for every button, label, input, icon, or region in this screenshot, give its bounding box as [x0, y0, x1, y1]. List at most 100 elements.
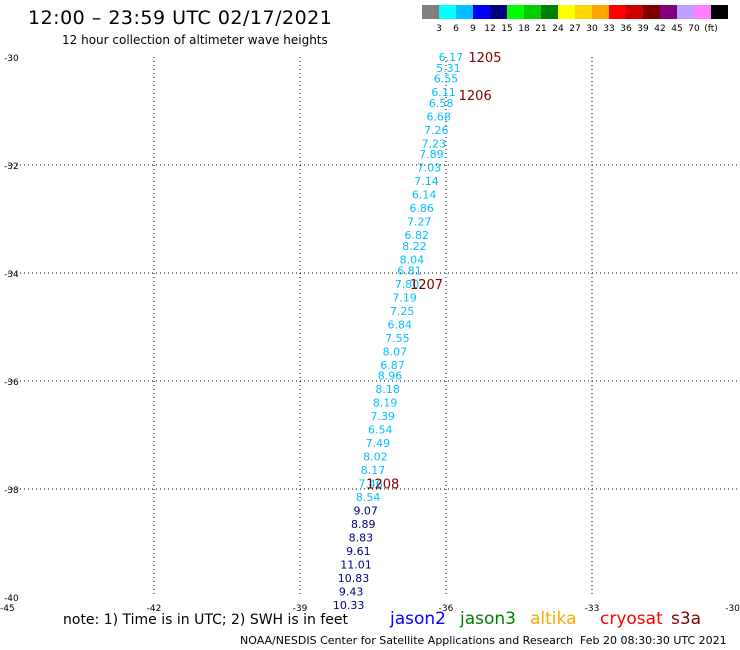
wave-height-point: 10.83: [338, 572, 370, 585]
wave-height-point: 6.82: [405, 229, 430, 242]
scale-label: 18: [518, 24, 530, 33]
scale-swatch: [592, 5, 609, 19]
wave-height-point: 6.68: [426, 110, 451, 123]
scale-label: 36: [620, 24, 632, 33]
wave-height-point: 9.61: [346, 545, 371, 558]
scale-label: 27: [569, 24, 580, 33]
satellite-label-jason3: jason3: [460, 609, 516, 629]
x-tick-label: -33: [585, 604, 600, 614]
wave-height-point: 7.25: [390, 305, 415, 318]
wave-height-point: 7.23: [422, 137, 447, 150]
chart-subtitle: 12 hour collection of altimeter wave hei…: [62, 33, 328, 47]
scale-label: 15: [501, 24, 512, 33]
x-tick-label: -42: [147, 604, 162, 614]
time-annotation: 1207: [410, 278, 443, 293]
scale-label: 39: [637, 24, 649, 33]
wave-height-point: 6.14: [412, 189, 437, 202]
wave-height-point: 7.46: [358, 478, 383, 491]
scale-label: 42: [654, 24, 665, 33]
x-tick-label: -45: [0, 604, 15, 614]
wave-height-point: 7.14: [414, 175, 439, 188]
wave-height-point: 6.81: [397, 264, 422, 277]
scale-label: 21: [535, 24, 546, 33]
scale-label: 24: [552, 24, 564, 33]
scale-label: 12: [484, 24, 495, 33]
wave-height-point: 8.54: [356, 491, 381, 504]
wave-height-point: 7.55: [385, 332, 410, 345]
generated-timestamp: Feb 20 08:30:30 UTC 2021: [580, 634, 727, 647]
scale-swatch: [643, 5, 660, 19]
scale-swatch: [711, 5, 728, 19]
wave-height-point: 6.86: [409, 202, 434, 215]
y-tick-label: -38: [4, 486, 19, 496]
wave-height-point: 9.43: [339, 586, 364, 599]
wave-height-point: 7.49: [366, 437, 391, 450]
satellite-label-jason2: jason2: [390, 609, 446, 629]
y-tick-label: -32: [4, 162, 19, 172]
wave-height-point: 7.03: [417, 162, 442, 175]
wave-height-point: 8.89: [351, 518, 376, 531]
scale-swatch: [473, 5, 490, 19]
wave-height-point: 6.58: [429, 97, 454, 110]
wave-height-point: 9.07: [353, 505, 378, 518]
wave-height-point: 6.55: [434, 73, 459, 86]
units-note: note: 1) Time is in UTC; 2) SWH is in fe…: [63, 612, 349, 628]
time-annotation: 1208: [366, 478, 399, 493]
scale-swatch: [456, 5, 473, 19]
scale-label: 70: [688, 24, 700, 33]
x-tick-label: -36: [439, 604, 454, 614]
scale-swatch: [660, 5, 677, 19]
satellite-label-cryosat: cryosat: [600, 609, 663, 629]
chart-title: 12:00 – 23:59 UTC 02/17/2021: [28, 7, 333, 29]
scale-swatch: [558, 5, 575, 19]
wave-height-point: 8.17: [361, 464, 386, 477]
y-tick-label: -36: [4, 378, 19, 388]
scale-swatch: [490, 5, 507, 19]
credit-text: NOAA/NESDIS Center for Satellite Applica…: [240, 634, 574, 647]
wave-height-point: 7.19: [392, 291, 417, 304]
satellite-label-altika: altika: [530, 609, 577, 629]
wave-height-point: 5.31: [436, 62, 461, 75]
wave-height-point: 11.01: [340, 559, 372, 572]
scale-swatch: [609, 5, 626, 19]
scale-swatch: [694, 5, 711, 19]
scale-swatch: [541, 5, 558, 19]
scale-label: 33: [603, 24, 614, 33]
x-tick-label: -30: [725, 604, 740, 614]
scale-swatch: [422, 5, 439, 19]
time-annotation: 1206: [459, 89, 492, 104]
scale-swatch: [507, 5, 524, 19]
wave-height-point: 8.22: [402, 240, 427, 253]
wave-height-point: 8.18: [375, 383, 400, 396]
scale-swatch: [524, 5, 541, 19]
wave-height-point: 8.02: [363, 451, 388, 464]
wave-height-point: 8.83: [349, 532, 374, 545]
scale-label: 45: [671, 24, 682, 33]
wave-height-point: 10.33: [333, 599, 365, 612]
wave-height-plot: -30 -32 -34 -36 -38 -40-45 -42 -39 -36 -33 -30 6.17…: [0, 51, 740, 614]
wave-height-point: 6.84: [388, 318, 413, 331]
wave-height-point: 7.89: [419, 148, 444, 161]
wave-height-point: 7.39: [370, 410, 395, 423]
wave-height-point: 7.27: [407, 216, 432, 229]
scale-swatch: [677, 5, 694, 19]
scale-swatch: [575, 5, 592, 19]
x-tick-label: -39: [293, 604, 308, 614]
wave-height-point: 8.96: [378, 370, 403, 383]
scale-label: (ft): [704, 24, 718, 33]
color-scale-legend: 3 6 9 12 15 18 21 24 27 30 33 36 39 42 45 70 (ft): [422, 5, 728, 33]
wave-height-point: 6.11: [431, 86, 456, 99]
y-tick-label: -40: [4, 594, 19, 604]
y-tick-label: -30: [4, 54, 19, 64]
wave-height-point: 6.54: [368, 424, 393, 437]
wave-height-point: 7.80: [395, 278, 420, 291]
wave-height-point: 8.07: [383, 345, 408, 358]
scale-label: 30: [586, 24, 598, 33]
scale-swatch: [626, 5, 643, 19]
time-annotation: 1205: [468, 51, 501, 66]
scale-label: 3: [436, 24, 442, 33]
scale-label: 9: [470, 24, 476, 33]
wave-height-point: 8.19: [373, 397, 398, 410]
y-tick-label: -34: [4, 270, 19, 280]
